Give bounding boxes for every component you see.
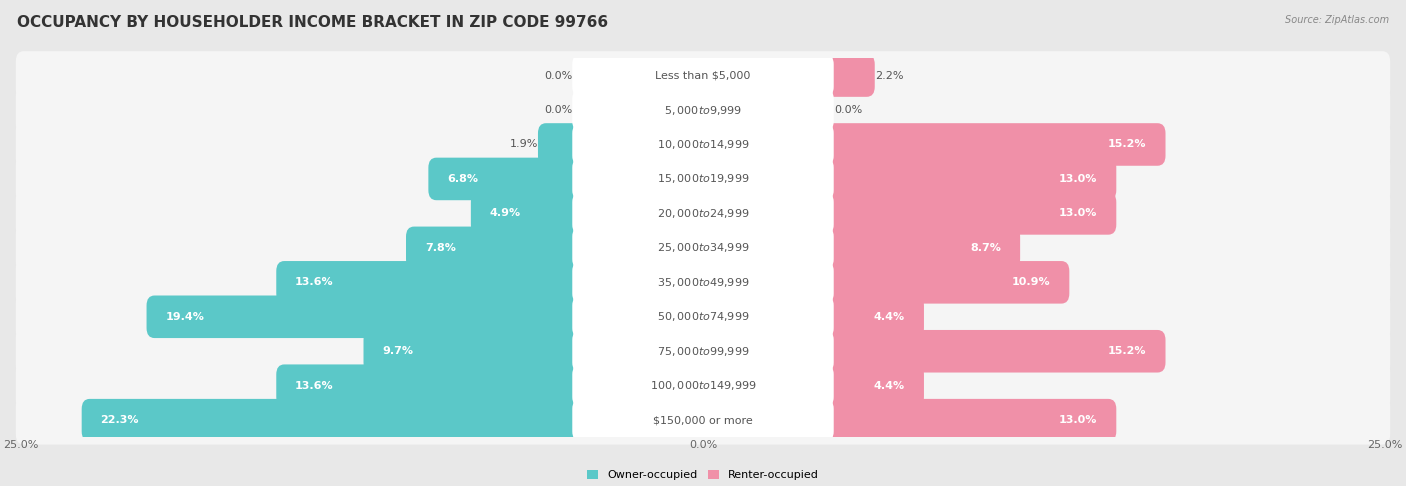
FancyBboxPatch shape bbox=[572, 226, 834, 269]
FancyBboxPatch shape bbox=[810, 54, 875, 97]
Text: $10,000 to $14,999: $10,000 to $14,999 bbox=[657, 138, 749, 151]
Text: 13.0%: 13.0% bbox=[1059, 174, 1098, 184]
FancyBboxPatch shape bbox=[15, 361, 1391, 410]
FancyBboxPatch shape bbox=[15, 224, 1391, 272]
Text: Less than $5,000: Less than $5,000 bbox=[655, 70, 751, 81]
Text: 13.6%: 13.6% bbox=[295, 381, 333, 391]
Text: 13.0%: 13.0% bbox=[1059, 208, 1098, 218]
FancyBboxPatch shape bbox=[810, 261, 1070, 304]
Text: Source: ZipAtlas.com: Source: ZipAtlas.com bbox=[1285, 15, 1389, 25]
Text: 0.0%: 0.0% bbox=[834, 105, 862, 115]
Text: 0.0%: 0.0% bbox=[544, 70, 572, 81]
Text: $35,000 to $49,999: $35,000 to $49,999 bbox=[657, 276, 749, 289]
FancyBboxPatch shape bbox=[15, 327, 1391, 376]
FancyBboxPatch shape bbox=[15, 396, 1391, 445]
FancyBboxPatch shape bbox=[810, 364, 924, 407]
FancyBboxPatch shape bbox=[810, 157, 1116, 200]
Text: 19.4%: 19.4% bbox=[166, 312, 204, 322]
Text: OCCUPANCY BY HOUSEHOLDER INCOME BRACKET IN ZIP CODE 99766: OCCUPANCY BY HOUSEHOLDER INCOME BRACKET … bbox=[17, 15, 607, 30]
Text: 15.2%: 15.2% bbox=[1108, 346, 1147, 356]
Text: 15.2%: 15.2% bbox=[1108, 139, 1147, 150]
FancyBboxPatch shape bbox=[572, 330, 834, 373]
FancyBboxPatch shape bbox=[15, 293, 1391, 341]
FancyBboxPatch shape bbox=[810, 226, 1021, 269]
Text: 13.0%: 13.0% bbox=[1059, 415, 1098, 425]
FancyBboxPatch shape bbox=[572, 123, 834, 166]
Text: $25,000 to $34,999: $25,000 to $34,999 bbox=[657, 242, 749, 254]
Text: 4.4%: 4.4% bbox=[875, 381, 905, 391]
Legend: Owner-occupied, Renter-occupied: Owner-occupied, Renter-occupied bbox=[582, 466, 824, 485]
Text: 4.9%: 4.9% bbox=[489, 208, 520, 218]
FancyBboxPatch shape bbox=[364, 330, 596, 373]
FancyBboxPatch shape bbox=[15, 51, 1391, 100]
FancyBboxPatch shape bbox=[146, 295, 596, 338]
FancyBboxPatch shape bbox=[572, 192, 834, 235]
FancyBboxPatch shape bbox=[572, 54, 834, 97]
Text: 4.4%: 4.4% bbox=[875, 312, 905, 322]
Text: 13.6%: 13.6% bbox=[295, 278, 333, 287]
FancyBboxPatch shape bbox=[810, 192, 1116, 235]
Text: 2.2%: 2.2% bbox=[875, 70, 904, 81]
Text: 9.7%: 9.7% bbox=[382, 346, 413, 356]
FancyBboxPatch shape bbox=[276, 364, 596, 407]
FancyBboxPatch shape bbox=[572, 261, 834, 304]
Text: 7.8%: 7.8% bbox=[425, 243, 456, 253]
Text: 1.9%: 1.9% bbox=[509, 139, 537, 150]
FancyBboxPatch shape bbox=[15, 86, 1391, 135]
Text: $20,000 to $24,999: $20,000 to $24,999 bbox=[657, 207, 749, 220]
Text: $15,000 to $19,999: $15,000 to $19,999 bbox=[657, 173, 749, 186]
Text: 0.0%: 0.0% bbox=[544, 105, 572, 115]
FancyBboxPatch shape bbox=[810, 399, 1116, 441]
FancyBboxPatch shape bbox=[572, 89, 834, 131]
FancyBboxPatch shape bbox=[572, 295, 834, 338]
FancyBboxPatch shape bbox=[471, 192, 596, 235]
FancyBboxPatch shape bbox=[810, 123, 1166, 166]
Text: 10.9%: 10.9% bbox=[1012, 278, 1050, 287]
FancyBboxPatch shape bbox=[15, 258, 1391, 307]
Text: $75,000 to $99,999: $75,000 to $99,999 bbox=[657, 345, 749, 358]
FancyBboxPatch shape bbox=[810, 330, 1166, 373]
Text: 8.7%: 8.7% bbox=[970, 243, 1001, 253]
FancyBboxPatch shape bbox=[572, 364, 834, 407]
Text: 22.3%: 22.3% bbox=[101, 415, 139, 425]
FancyBboxPatch shape bbox=[406, 226, 596, 269]
FancyBboxPatch shape bbox=[276, 261, 596, 304]
Text: 6.8%: 6.8% bbox=[447, 174, 478, 184]
FancyBboxPatch shape bbox=[15, 120, 1391, 169]
Text: $50,000 to $74,999: $50,000 to $74,999 bbox=[657, 310, 749, 323]
FancyBboxPatch shape bbox=[810, 295, 924, 338]
Text: $150,000 or more: $150,000 or more bbox=[654, 415, 752, 425]
FancyBboxPatch shape bbox=[572, 399, 834, 441]
Text: $5,000 to $9,999: $5,000 to $9,999 bbox=[664, 104, 742, 117]
FancyBboxPatch shape bbox=[82, 399, 596, 441]
Text: $100,000 to $149,999: $100,000 to $149,999 bbox=[650, 379, 756, 392]
FancyBboxPatch shape bbox=[429, 157, 596, 200]
FancyBboxPatch shape bbox=[15, 189, 1391, 238]
FancyBboxPatch shape bbox=[538, 123, 596, 166]
FancyBboxPatch shape bbox=[15, 155, 1391, 203]
FancyBboxPatch shape bbox=[572, 157, 834, 200]
